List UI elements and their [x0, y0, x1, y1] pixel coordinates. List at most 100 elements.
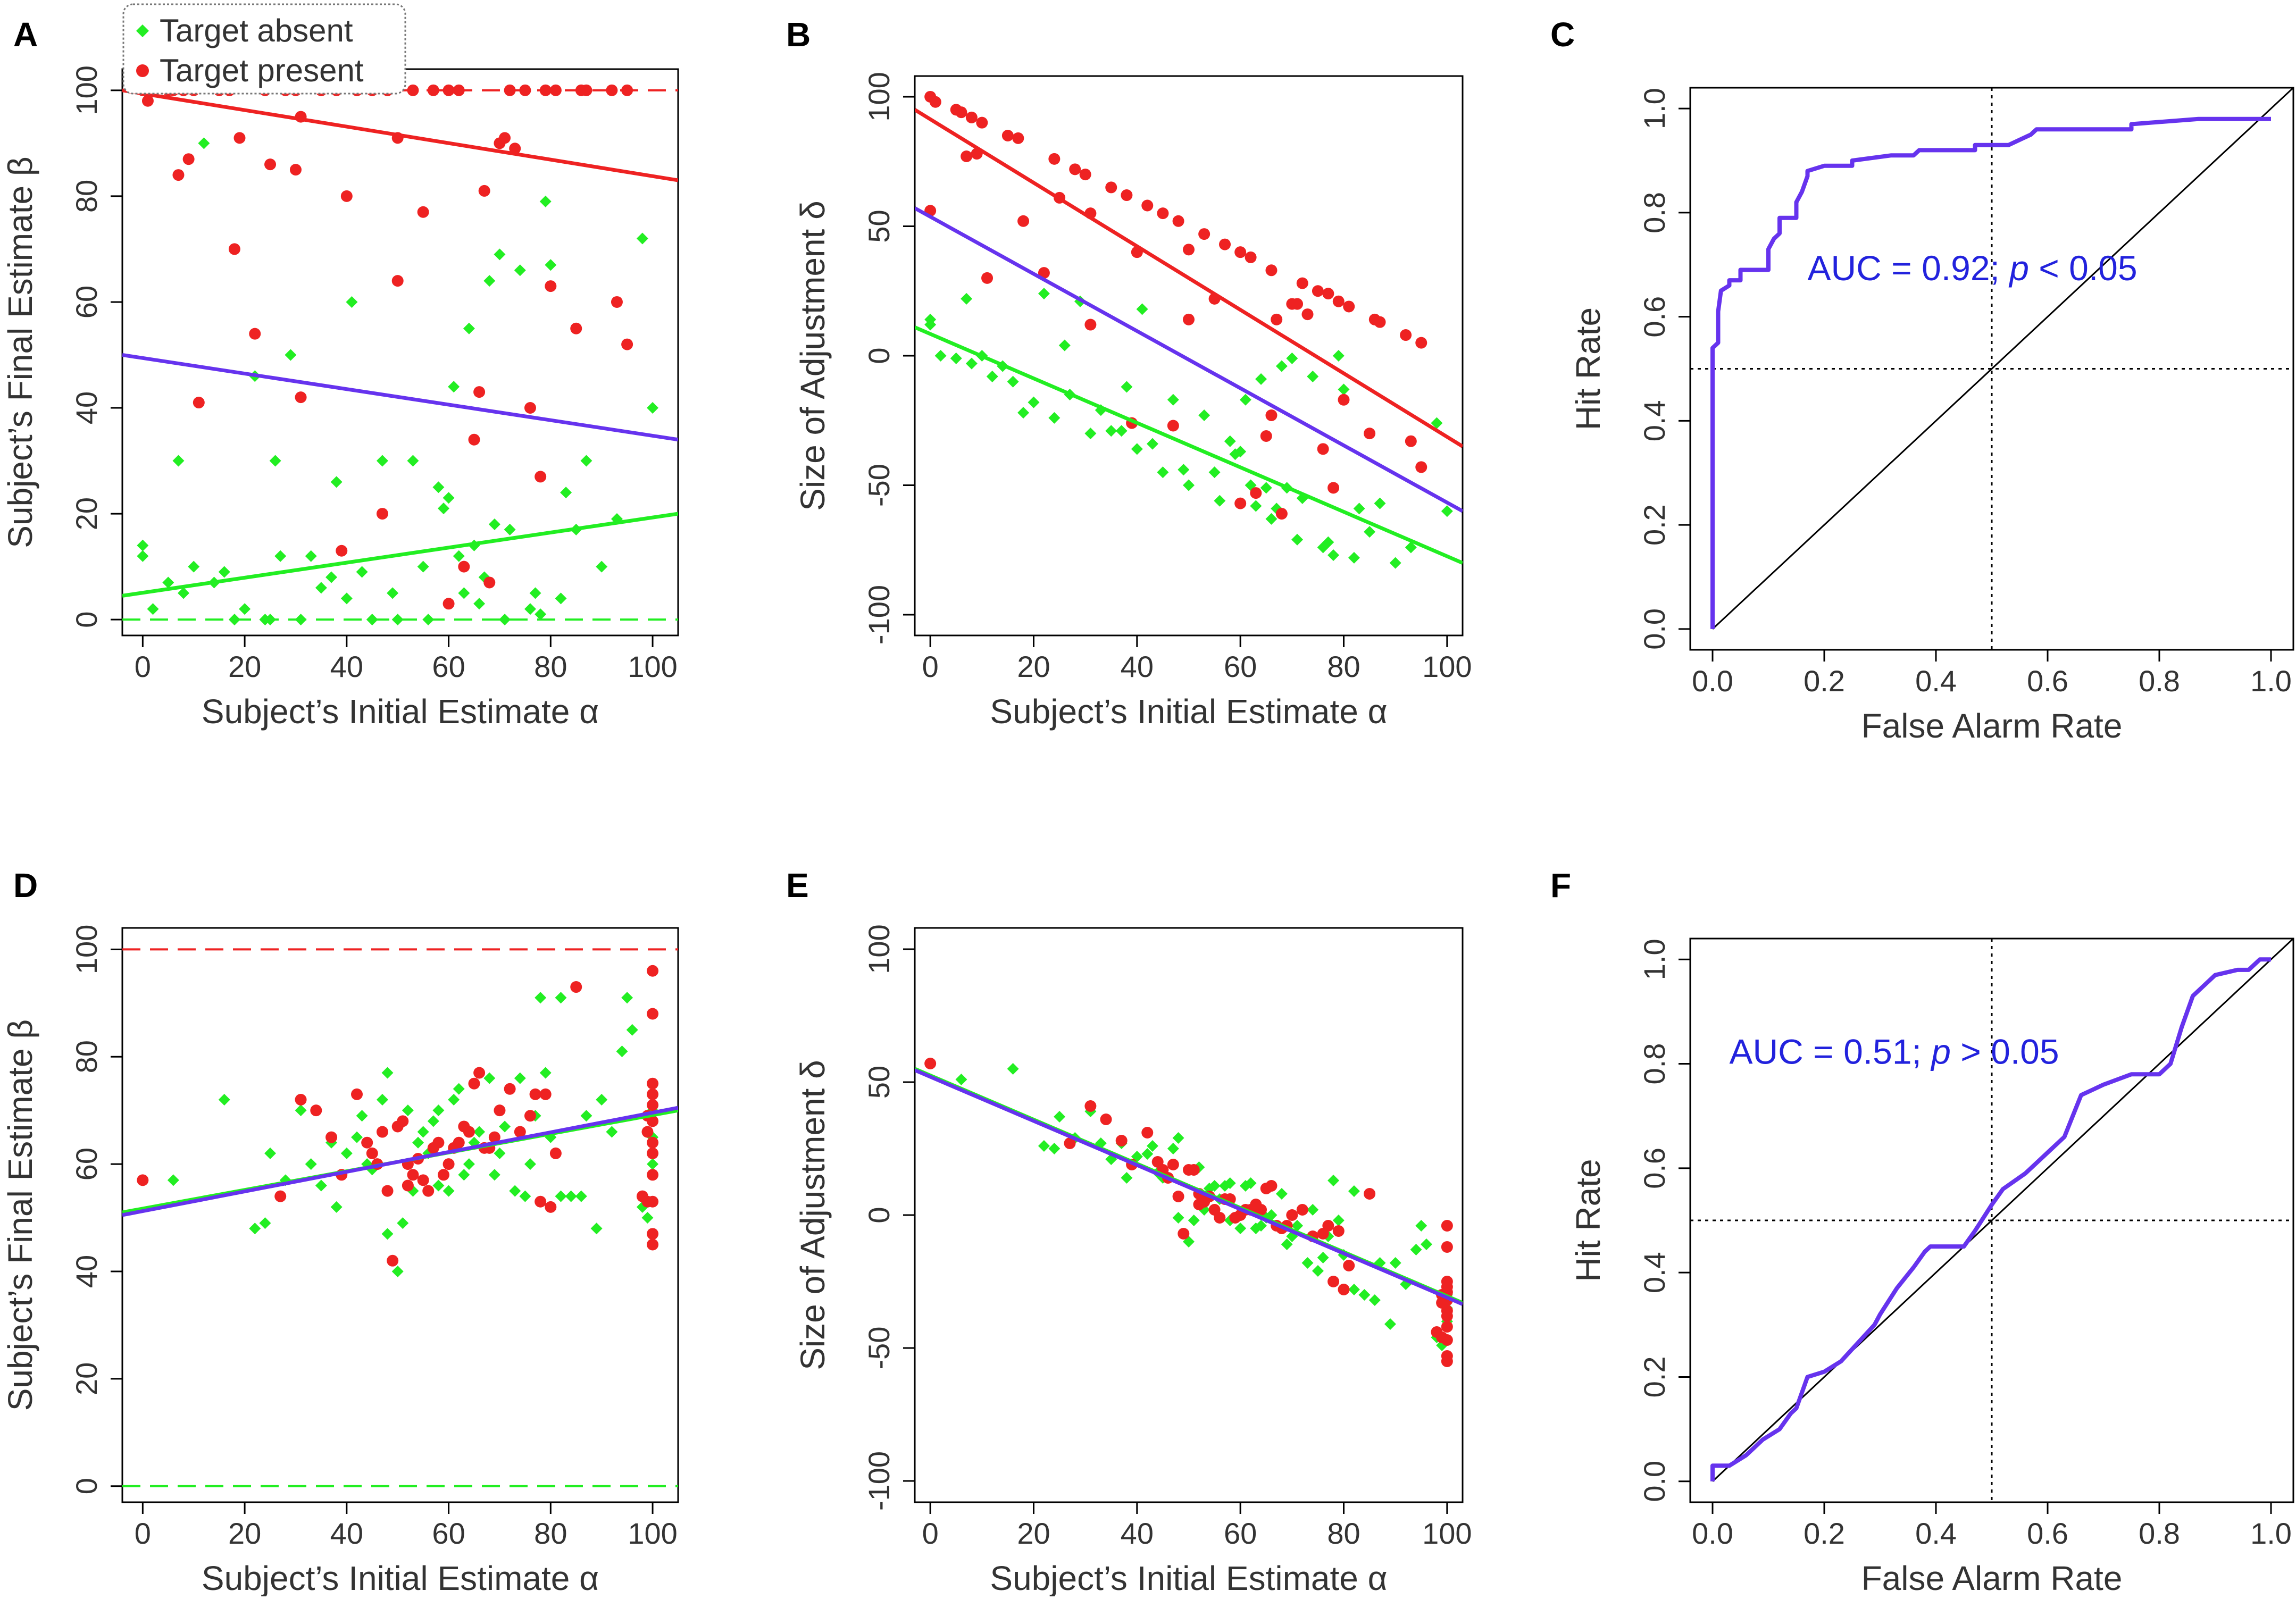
point-absent [1358, 1289, 1371, 1301]
point-present [981, 272, 993, 284]
point-absent [955, 1074, 967, 1085]
point-absent [1389, 557, 1401, 569]
point-present [483, 576, 496, 589]
point-present [570, 981, 582, 993]
y-tick-label: 1.0 [1638, 88, 1671, 129]
point-absent [1224, 1177, 1236, 1189]
chance-diagonal [1711, 88, 2293, 630]
point-present [1312, 285, 1324, 297]
point-present [1157, 207, 1169, 220]
point-present [478, 185, 490, 197]
point-absent [264, 614, 277, 626]
point-absent [417, 560, 429, 573]
plot-area [915, 1058, 1463, 1367]
point-absent [1368, 1294, 1381, 1306]
point-present [1105, 181, 1117, 194]
auc-annotation: AUC = 0.51; p > 0.05 [1730, 1032, 2059, 1071]
roc-curve [1710, 116, 2271, 629]
point-present [647, 1115, 659, 1127]
point-present [1064, 1137, 1076, 1149]
plot-frame [914, 927, 1464, 1503]
point-present [647, 1136, 659, 1149]
point-absent [509, 1185, 521, 1197]
point-absent [514, 1072, 526, 1084]
point-absent [1214, 495, 1226, 507]
point-absent [555, 592, 567, 605]
point-absent [1332, 350, 1345, 362]
point-present [361, 1136, 373, 1149]
point-absent [950, 352, 962, 364]
point-present [1374, 316, 1386, 328]
point-present [437, 1169, 449, 1181]
point-present [249, 328, 261, 340]
point-present [1188, 1164, 1200, 1176]
point-present [295, 1093, 307, 1106]
point-absent [295, 614, 307, 626]
x-axis-title: False Alarm Rate [1861, 707, 2123, 745]
point-absent [432, 1179, 445, 1192]
point-absent [325, 571, 338, 583]
auc-annotation: AUC = 0.92; p < 0.05 [1808, 248, 2138, 288]
point-absent [448, 1093, 460, 1106]
point-absent [1301, 1257, 1314, 1269]
point-present [504, 1083, 516, 1095]
point-absent [366, 614, 378, 626]
y-tick-label: 60 [70, 1148, 103, 1181]
point-absent [1224, 435, 1236, 447]
point-present [647, 1195, 659, 1208]
point-present [504, 84, 516, 96]
y-axis-title: Hit Rate [1569, 307, 1607, 430]
y-tick-label: 60 [70, 286, 103, 319]
point-absent [1410, 1244, 1422, 1255]
point-present [1121, 189, 1133, 202]
point-present [641, 1126, 654, 1138]
point-present [529, 1088, 541, 1100]
point-absent [137, 539, 149, 551]
point-absent [1234, 1223, 1247, 1234]
x-tick-label: 40 [330, 650, 363, 683]
y-tick-label: 100 [70, 65, 103, 115]
x-tick-label: 100 [1422, 1517, 1472, 1550]
point-absent [1307, 370, 1319, 382]
point-absent [934, 350, 947, 362]
x-tick-label: 80 [1327, 650, 1360, 683]
point-absent [218, 566, 230, 578]
fit-line-blue [122, 353, 678, 442]
point-absent [1265, 513, 1278, 525]
x-tick-label: 0.6 [2027, 664, 2068, 698]
point-absent [330, 476, 343, 488]
point-absent [539, 1067, 552, 1079]
point-absent [1198, 409, 1210, 422]
point-absent [539, 195, 552, 207]
point-present [310, 1104, 322, 1117]
point-present [228, 243, 240, 255]
point-present [606, 84, 618, 96]
x-tick-label: 60 [1224, 650, 1257, 683]
point-present [965, 111, 978, 123]
point-absent [340, 1147, 353, 1159]
y-tick-label: 0.2 [1638, 504, 1671, 546]
plot-area [122, 948, 678, 1487]
point-absent [397, 1217, 409, 1229]
point-present [1441, 1220, 1453, 1232]
point-absent [1374, 497, 1386, 509]
x-tick-label: 0 [922, 1517, 939, 1550]
point-absent [1038, 1140, 1050, 1152]
point-present [1265, 409, 1278, 422]
panel-e: E 0 20 40 60 80 100 -100 -50 0 50 100 Subject’s Init… [786, 866, 1472, 1597]
point-absent [1121, 381, 1133, 393]
point-present [1364, 428, 1376, 440]
y-axis-title: Subject’s Final Estimate β [1, 1019, 39, 1411]
point-present [1167, 420, 1179, 432]
y-tick-label: 100 [862, 924, 896, 974]
point-present [1441, 1321, 1453, 1333]
point-present [473, 386, 486, 398]
x-tick-label: 20 [1017, 650, 1050, 683]
point-absent [1291, 533, 1304, 546]
point-present [402, 1179, 414, 1192]
point-present [1214, 1212, 1226, 1224]
y-axis-title: Hit Rate [1569, 1159, 1607, 1282]
point-present [1441, 1310, 1453, 1322]
x-tick-label: 0.4 [1915, 1517, 1957, 1550]
x-tick-label: 20 [228, 650, 261, 683]
